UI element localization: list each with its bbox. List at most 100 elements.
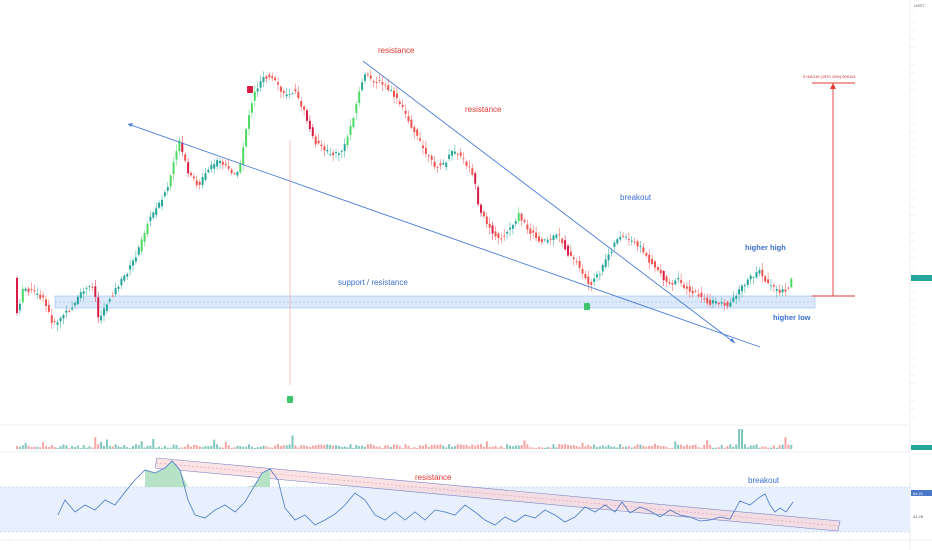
- volume-bar-153: [459, 444, 462, 449]
- candle-body-229: [680, 280, 683, 283]
- volume-bar-0: [16, 446, 18, 449]
- candle-192: [572, 255, 575, 266]
- candle-body-17: [65, 310, 68, 313]
- volume-bar-108: [329, 444, 332, 449]
- volume-bar-148: [445, 447, 448, 449]
- candle-235: [697, 288, 700, 299]
- volume-bar-208: [619, 444, 622, 449]
- candle-body-15: [59, 317, 62, 322]
- candle-236: [700, 286, 703, 303]
- candle-body-205: [610, 251, 613, 254]
- candle-126: [381, 75, 384, 92]
- candle-body-41: [134, 257, 137, 262]
- candle-body-265: [784, 289, 787, 292]
- candle-38: [126, 272, 129, 280]
- candle-217: [645, 251, 648, 258]
- candle-8: [39, 289, 42, 301]
- candle-body-183: [546, 240, 549, 243]
- candle-9: [42, 291, 45, 303]
- candle-153: [459, 148, 462, 159]
- candle-112: [340, 149, 343, 158]
- candle-body-4: [27, 288, 30, 293]
- volume-bar-37: [123, 445, 126, 449]
- candle-body-213: [633, 241, 636, 243]
- volume-bar-226: [671, 447, 674, 449]
- volume-bar-57: [181, 447, 184, 449]
- volume-bar-21: [76, 445, 79, 449]
- candle-body-225: [668, 282, 671, 284]
- volume-bar-64: [201, 447, 204, 449]
- volume-bar-3: [24, 443, 27, 449]
- volume-bar-109: [332, 445, 335, 449]
- candle-48: [155, 202, 158, 219]
- candle-203: [604, 253, 607, 269]
- candle-body-216: [642, 247, 645, 253]
- candle-218: [648, 249, 651, 270]
- volume-bar-161: [482, 446, 485, 449]
- candle-70: [219, 157, 221, 169]
- candle-body-20: [74, 302, 76, 306]
- candle-251: [743, 283, 746, 293]
- candle-26: [91, 283, 94, 292]
- candle-body-103: [314, 136, 317, 145]
- volume-bar-202: [601, 445, 604, 449]
- candle-body-155: [465, 161, 468, 166]
- candle-162: [485, 212, 488, 229]
- candle-233: [691, 285, 694, 298]
- candle-246: [729, 298, 732, 308]
- volume-bar-250: [741, 429, 743, 449]
- volume-bar-151: [453, 446, 456, 449]
- candle-body-266: [787, 287, 790, 289]
- candle-body-37: [123, 275, 126, 281]
- candle-240: [712, 296, 714, 309]
- volume-bar-251: [743, 444, 746, 449]
- volume-bar-51: [163, 445, 166, 449]
- candle-body-243: [720, 302, 723, 304]
- candle-body-81: [250, 103, 253, 113]
- candle-body-119: [361, 82, 364, 90]
- volume-bar-79: [245, 446, 248, 449]
- candle-198: [590, 279, 593, 292]
- volume-bar-235: [697, 447, 700, 449]
- volume-bar-124: [375, 446, 378, 449]
- volume-bar-212: [630, 447, 633, 449]
- candle-265: [784, 283, 787, 297]
- candle-body-60: [190, 172, 192, 176]
- candle-body-238: [706, 297, 709, 304]
- candle-body-182: [543, 239, 546, 241]
- candle-42: [137, 245, 140, 257]
- volume-bar-178: [532, 447, 535, 449]
- candle-body-107: [326, 149, 329, 152]
- candle-89: [274, 75, 277, 82]
- volume-bar-257: [761, 446, 764, 449]
- candle-3: [24, 286, 27, 293]
- candle-body-180: [538, 236, 540, 242]
- candle-13: [53, 318, 56, 325]
- candle-body-134: [404, 110, 407, 114]
- volume-bar-17: [65, 445, 68, 449]
- time-axis-ticks: [9, 540, 881, 543]
- rsi-value-upper-bg: [911, 490, 932, 496]
- candle-body-140: [422, 145, 424, 149]
- candle-49: [158, 200, 161, 209]
- volume-bar-243: [720, 444, 723, 449]
- volume-bar-117: [355, 444, 358, 449]
- candle-body-254: [752, 277, 755, 278]
- candle-143: [430, 153, 433, 166]
- volume-bar-154: [462, 445, 465, 449]
- volume-bar-56: [178, 447, 181, 449]
- candle-body-190: [567, 245, 569, 256]
- candle-51: [163, 189, 166, 199]
- candle-body-11: [47, 305, 50, 312]
- candle-body-69: [216, 160, 219, 167]
- candle-111: [337, 151, 340, 162]
- candle-body-200: [596, 274, 598, 278]
- candle-body-152: [456, 153, 459, 155]
- candle-132: [398, 99, 401, 107]
- candle-body-143: [430, 155, 433, 160]
- volume-bar-2: [21, 445, 24, 449]
- candle-14: [56, 319, 59, 332]
- candle-body-208: [619, 236, 622, 240]
- candle-body-241: [714, 301, 717, 304]
- candle-107: [326, 144, 329, 155]
